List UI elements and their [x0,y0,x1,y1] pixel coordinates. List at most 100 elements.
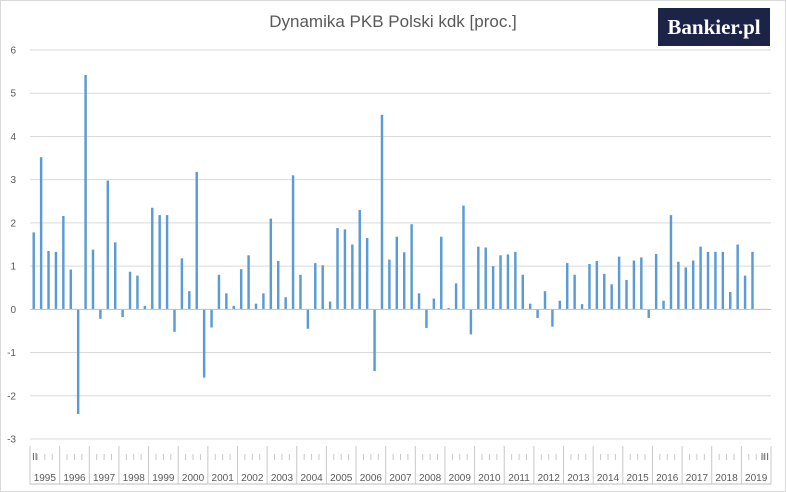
bar [180,258,184,310]
bar [706,251,710,310]
y-tick-label: 4 [10,132,16,143]
bankier-logo: Bankier.pl [658,8,770,46]
bar [336,228,339,310]
x-tick-label: 2019 [745,473,768,484]
bar [677,261,680,310]
bar [351,244,354,310]
bar [62,215,65,310]
y-tick-label: -1 [7,348,16,359]
quarter-marker: III [761,452,769,463]
bar [321,265,324,310]
gridlines [30,49,771,440]
bar [32,232,35,310]
bar [39,157,43,310]
bar [647,309,650,318]
y-tick-label: 0 [10,305,16,316]
bar [543,291,547,310]
bar [128,271,132,310]
bar [736,244,739,310]
bars [32,75,754,414]
y-tick-label: 2 [10,218,16,229]
bar [202,309,206,378]
bar [47,250,50,310]
bar [136,275,139,310]
bar [477,246,480,310]
bar [595,260,599,310]
bar [113,242,117,310]
bar [262,293,265,310]
x-tick-label: 2018 [715,473,738,484]
bar [573,274,576,310]
bar [173,309,176,332]
bar [551,309,554,327]
y-tick-label: 5 [10,89,16,100]
bar [195,171,198,310]
bar [617,256,621,310]
bar [699,246,702,310]
x-tick-label: 1997 [93,473,116,484]
bar [188,291,191,310]
bar [217,274,221,310]
x-tick-label: 2012 [538,473,561,484]
bar [506,254,510,310]
bar [721,251,725,310]
x-tick-label: 1995 [34,473,57,484]
bar [691,260,695,310]
y-tick-label: 1 [10,262,16,273]
x-tick-label: 2015 [626,473,649,484]
bar [558,300,562,310]
y-tick-label: -2 [7,391,16,402]
x-tick-label: 2000 [182,473,205,484]
quarter-marker: II [32,452,38,463]
bar [454,283,458,310]
bar [314,263,317,310]
bar [484,247,487,310]
bar [528,303,532,310]
bar [751,251,754,310]
bar [588,263,591,310]
bar [714,251,717,310]
bar [269,218,273,310]
bar [684,267,688,310]
x-tick-label: 2007 [389,473,412,484]
x-tick-label: 2002 [241,473,264,484]
bar [69,269,72,310]
x-tick-label: 2006 [360,473,383,484]
bar [328,301,332,310]
x-tick-label: 1998 [123,473,146,484]
y-tick-label: -3 [7,435,16,446]
logo-text: Bankier.pl [667,15,761,39]
bar [210,309,213,328]
bar [610,284,613,310]
bar [669,215,673,310]
bar [84,75,87,310]
bar [469,309,473,335]
bar [603,273,606,310]
y-tick-label: 3 [10,175,16,186]
x-tick-label: 2013 [567,473,590,484]
bar [365,238,369,310]
bar [662,300,665,310]
bar [388,259,391,310]
bar [54,251,58,310]
bar [402,252,406,310]
bar [239,269,243,310]
bar [232,305,235,310]
bar [432,298,436,310]
bar [343,229,347,310]
bar [521,274,524,310]
x-axis: 1995 1996 1997 1998 1999 2000 2001 2002 2003 2004… [29,308,772,485]
x-tick-label: 1999 [152,473,175,484]
bar [284,297,287,310]
bar [440,236,443,310]
bar [640,257,643,310]
y-axis-ticks: 6 5 4 3 2 1 0 -1 -2 -3 [7,46,16,446]
bar [566,263,569,310]
bar [729,292,732,310]
bar [410,224,413,310]
x-tick-label: 2003 [271,473,294,484]
bar [143,305,147,310]
bar [299,274,302,310]
chart-title: Dynamika PKB Polski kdk [proc.] [269,12,517,31]
